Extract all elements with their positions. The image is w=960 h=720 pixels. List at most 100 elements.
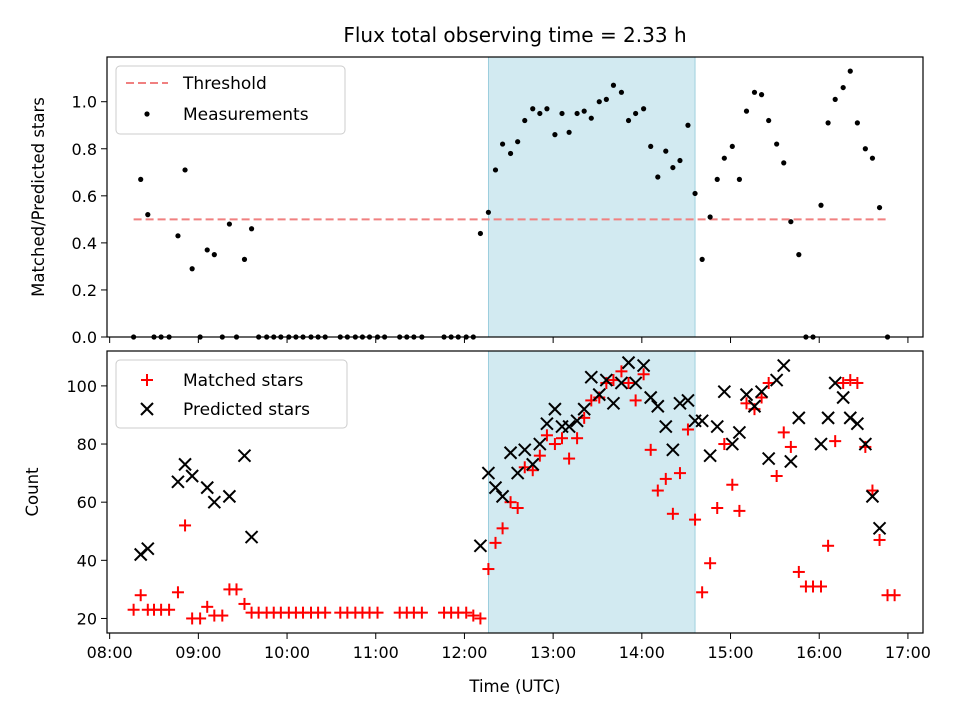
matched-star-point bbox=[784, 440, 797, 453]
measurement-point bbox=[211, 252, 217, 258]
predicted-star-point bbox=[703, 448, 717, 463]
predicted-star-point bbox=[821, 411, 835, 425]
predicted-star-point bbox=[584, 370, 598, 384]
top-plot-content bbox=[131, 68, 891, 340]
predicted-star-point bbox=[636, 358, 651, 373]
matched-star-point bbox=[556, 432, 569, 445]
predicted-star-point bbox=[761, 451, 776, 466]
matched-star-point bbox=[651, 484, 664, 497]
legend-predicted-label: Predicted stars bbox=[183, 400, 310, 420]
measurement-point bbox=[485, 209, 491, 215]
measurement-point bbox=[182, 167, 188, 173]
measurement-point bbox=[588, 115, 594, 121]
predicted-star-point bbox=[207, 495, 222, 509]
chart-title: Flux total observing time = 2.33 h bbox=[343, 23, 686, 47]
measurement-point bbox=[530, 106, 536, 112]
matched-star-point bbox=[194, 612, 207, 625]
predicted-star-point bbox=[739, 387, 754, 402]
matched-star-point bbox=[755, 391, 768, 404]
matched-star-point bbox=[689, 513, 702, 526]
measurement-point bbox=[862, 146, 868, 152]
matched-star-point bbox=[726, 478, 739, 491]
x-tick-label: 17:00 bbox=[885, 643, 931, 662]
measurement-point bbox=[189, 266, 195, 272]
measurement-point bbox=[618, 89, 625, 95]
matched-star-point bbox=[777, 426, 790, 439]
x-axis-label: Time (UTC) bbox=[468, 677, 560, 696]
measurement-point bbox=[633, 110, 639, 117]
measurement-point bbox=[552, 132, 558, 138]
top-x-ticks bbox=[109, 337, 909, 343]
measurement-point bbox=[788, 219, 794, 225]
bottom-panel: 20 40 60 80 100 08:00 09:00 10:00 11:00 12:00 13:… bbox=[23, 350, 931, 696]
predicted-star-point bbox=[592, 387, 606, 402]
measurement-point bbox=[648, 143, 654, 150]
highlight-interval bbox=[487, 56, 696, 338]
matched-star-point bbox=[711, 501, 724, 514]
measurement-point bbox=[138, 176, 144, 182]
matched-star-point bbox=[533, 449, 546, 462]
measurement-point bbox=[743, 108, 750, 114]
x-tick-label: 15:00 bbox=[707, 643, 753, 662]
matched-star-point bbox=[666, 507, 679, 520]
matched-star-point bbox=[496, 522, 509, 535]
measurement-point bbox=[707, 214, 713, 220]
bottom-plot-content bbox=[127, 355, 901, 625]
predicted-star-point bbox=[710, 419, 724, 434]
measurement-point bbox=[574, 110, 580, 117]
predicted-star-point bbox=[659, 419, 673, 434]
predicted-star-point bbox=[540, 416, 554, 431]
matched-star-point bbox=[659, 472, 672, 485]
predicted-star-point bbox=[695, 414, 709, 428]
predicted-star-point bbox=[473, 539, 488, 553]
matched-star-point bbox=[540, 429, 553, 442]
matched-star-point bbox=[681, 423, 694, 436]
measurement-point bbox=[204, 247, 210, 253]
measurement-point bbox=[781, 160, 787, 166]
measurement-point bbox=[677, 157, 683, 164]
matched-star-point bbox=[526, 464, 539, 477]
matched-star-point bbox=[873, 533, 886, 546]
matched-star-point bbox=[704, 557, 717, 570]
measurement-point bbox=[581, 108, 587, 114]
bottom-axes-frame bbox=[106, 350, 924, 634]
matched-star-point bbox=[837, 376, 850, 389]
predicted-star-point bbox=[872, 521, 887, 536]
x-tick-label: 13:00 bbox=[530, 643, 576, 662]
matched-star-point bbox=[216, 609, 229, 622]
matched-star-point bbox=[163, 603, 176, 616]
measurement-point bbox=[610, 82, 617, 88]
matched-star-point bbox=[467, 609, 480, 622]
measurement-point bbox=[515, 139, 521, 145]
y-tick-label: 0.6 bbox=[72, 187, 97, 206]
predicted-star-point bbox=[171, 475, 185, 489]
matched-star-point bbox=[201, 600, 214, 613]
predicted-star-point bbox=[850, 416, 865, 431]
matched-star-point bbox=[637, 368, 650, 381]
matched-star-point bbox=[489, 536, 502, 549]
y-tick-label: 0.4 bbox=[72, 234, 97, 253]
predicted-star-point bbox=[244, 530, 259, 544]
matched-star-point bbox=[474, 612, 487, 625]
measurement-point bbox=[175, 233, 181, 239]
matched-star-point bbox=[371, 606, 384, 619]
top-y-ticks: 0.0 0.2 0.4 0.6 0.8 1.0 bbox=[72, 93, 107, 347]
predicted-star-point bbox=[222, 489, 237, 504]
measurement-point bbox=[566, 129, 572, 135]
predicted-star-point bbox=[488, 480, 503, 495]
predicted-star-point bbox=[503, 446, 518, 460]
measurement-point bbox=[522, 117, 528, 124]
matched-star-point bbox=[563, 452, 576, 465]
matched-star-point bbox=[851, 376, 864, 389]
predicted-star-point bbox=[666, 443, 680, 457]
bottom-x-ticks: 08:00 09:00 10:00 11:00 12:00 13:00 14:00 15:00… bbox=[87, 633, 931, 662]
predicted-star-point bbox=[548, 402, 562, 416]
x-tick-label: 10:00 bbox=[264, 643, 310, 662]
matched-star-point bbox=[844, 374, 857, 387]
legend-predicted-swatch bbox=[140, 402, 154, 416]
matched-star-point bbox=[319, 606, 332, 619]
predicted-star-point bbox=[836, 390, 850, 405]
measurement-point bbox=[758, 92, 765, 98]
measurement-point bbox=[876, 204, 883, 211]
